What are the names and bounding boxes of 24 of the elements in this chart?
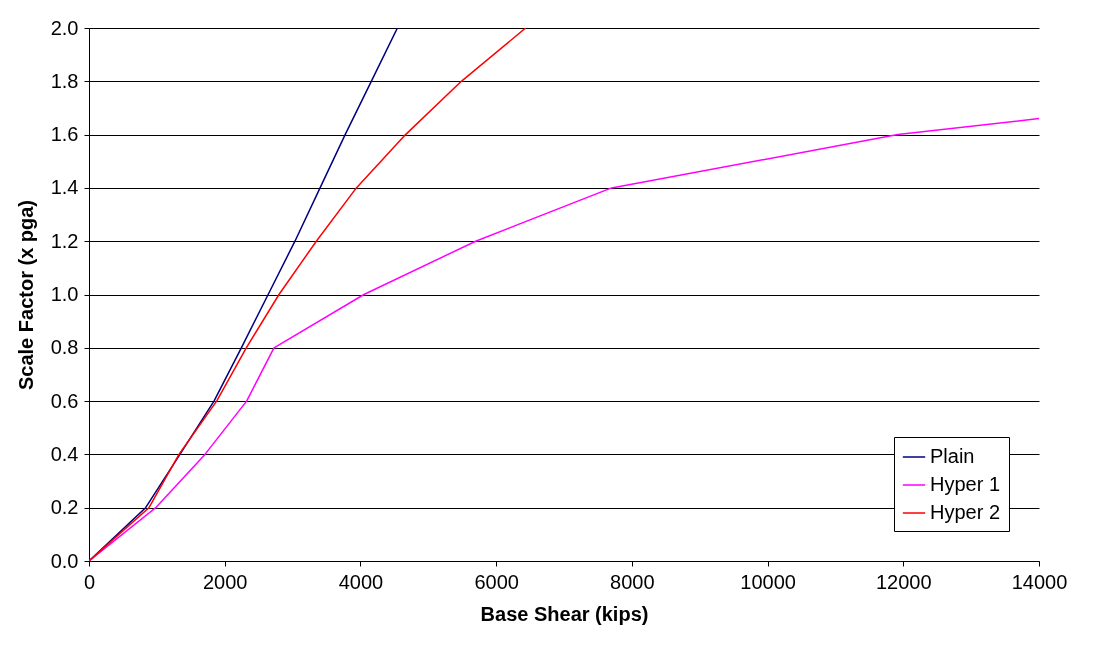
x-tick-label: 10000: [740, 570, 796, 593]
y-tick-label: 0.4: [50, 442, 79, 465]
x-tick-label: 4000: [338, 570, 384, 593]
y-tick-label: 0.2: [50, 496, 79, 519]
x-tick-label: 0: [83, 570, 96, 593]
x-tick-label: 8000: [610, 570, 655, 593]
y-tick-label: 1.2: [50, 229, 79, 252]
y-tick-label: 0.0: [50, 549, 79, 572]
y-axis-title: Scale Factor (x pga): [14, 199, 37, 391]
x-axis-title: Base Shear (kips): [480, 602, 649, 625]
legend-label: Plain: [930, 445, 975, 467]
y-tick-label: 1.6: [50, 123, 79, 146]
x-tick-label: 2000: [202, 570, 248, 593]
y-tick-label: 1.4: [50, 176, 79, 199]
x-tick-label: 14000: [1011, 570, 1068, 593]
x-tick-label: 12000: [875, 570, 932, 593]
y-tick-label: 1.0: [50, 283, 79, 305]
y-tick-label: 2.0: [50, 16, 79, 39]
y-tick-label: 0.6: [50, 389, 79, 412]
legend-label: Hyper 2: [930, 501, 1001, 523]
x-tick-label: 6000: [474, 570, 519, 593]
y-tick-label: 1.8: [50, 69, 79, 92]
y-tick-label: 0.8: [50, 336, 79, 359]
legend-label: Hyper 1: [930, 473, 1001, 495]
